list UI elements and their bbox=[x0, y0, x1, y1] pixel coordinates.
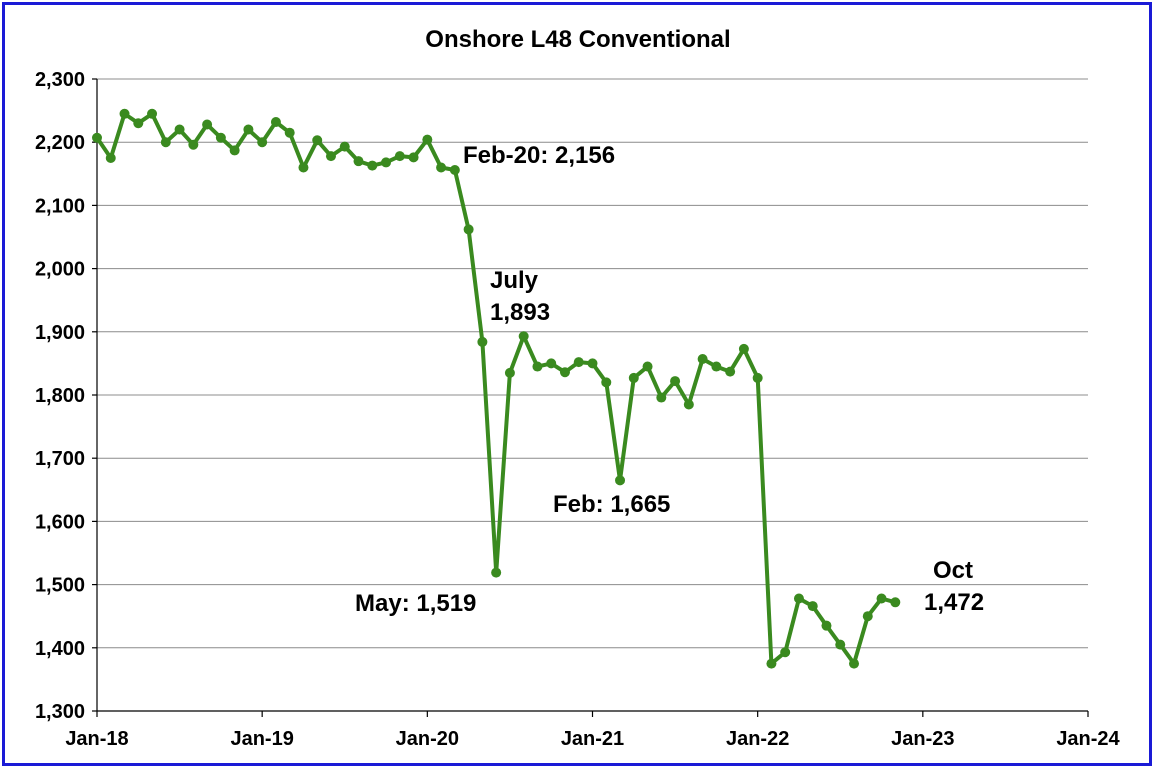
annotations: Feb-20: 2,156 July 1,893 May: 1,519 Feb:… bbox=[355, 142, 984, 617]
data-point bbox=[752, 372, 763, 383]
data-point bbox=[738, 343, 749, 354]
data-point bbox=[628, 372, 639, 383]
data-point bbox=[215, 132, 226, 143]
annotation-july-label: July bbox=[490, 267, 539, 294]
data-point bbox=[656, 392, 667, 403]
data-point bbox=[518, 331, 529, 342]
data-point bbox=[422, 134, 433, 145]
data-point bbox=[463, 224, 474, 235]
series-path bbox=[95, 111, 884, 666]
y-tick-label: 1,300 bbox=[35, 701, 85, 723]
data-point bbox=[546, 358, 557, 369]
x-tick-label: Jan-20 bbox=[396, 728, 459, 750]
data-point bbox=[670, 376, 681, 387]
annotation-july-value: 1,893 bbox=[490, 299, 550, 326]
data-point bbox=[615, 475, 626, 486]
y-tick-label: 2,000 bbox=[35, 259, 85, 281]
data-point bbox=[298, 162, 309, 173]
data-point bbox=[876, 593, 887, 604]
data-point bbox=[160, 137, 171, 148]
data-point bbox=[766, 658, 777, 669]
x-axis-tick-labels: Jan-18 Jan-19 Jan-20 Jan-21 Jan-22 Jan-23 Jan-… bbox=[65, 728, 1120, 750]
annotation-feb20: Feb-20: 2,156 bbox=[463, 142, 615, 169]
y-tick-label: 1,700 bbox=[35, 448, 85, 470]
x-tick-label: Jan-24 bbox=[1056, 728, 1120, 750]
y-tick-label: 1,500 bbox=[35, 575, 85, 597]
annotation-oct-value: 1,472 bbox=[924, 589, 984, 616]
data-point bbox=[381, 157, 392, 168]
x-tick-label: Jan-23 bbox=[891, 728, 954, 750]
x-tick-label: Jan-22 bbox=[726, 728, 789, 750]
data-point bbox=[202, 119, 213, 130]
data-point bbox=[862, 611, 873, 622]
annotation-feb: Feb: 1,665 bbox=[553, 491, 670, 518]
data-point bbox=[697, 353, 708, 364]
data-point bbox=[119, 108, 130, 119]
data-point bbox=[449, 165, 460, 176]
data-points bbox=[92, 108, 901, 669]
series-line bbox=[95, 111, 896, 666]
data-point bbox=[229, 145, 240, 156]
y-tick-label: 1,800 bbox=[35, 385, 85, 407]
x-tick-label: Jan-18 bbox=[65, 728, 128, 750]
data-point bbox=[642, 361, 653, 372]
data-point bbox=[587, 358, 598, 369]
data-point-oct bbox=[890, 597, 901, 608]
y-tick-label: 2,100 bbox=[35, 195, 85, 217]
data-point bbox=[284, 127, 295, 138]
data-point bbox=[174, 124, 185, 135]
annotation-may: May: 1,519 bbox=[355, 590, 476, 617]
y-tick-label: 2,200 bbox=[35, 132, 85, 154]
data-point bbox=[394, 151, 405, 162]
data-point bbox=[573, 357, 584, 368]
data-point bbox=[325, 151, 336, 162]
y-tick-label: 1,600 bbox=[35, 511, 85, 533]
data-point bbox=[408, 152, 419, 163]
data-point bbox=[477, 336, 488, 347]
y-tick-label: 1,400 bbox=[35, 638, 85, 660]
data-point bbox=[339, 141, 350, 152]
data-point bbox=[504, 367, 515, 378]
x-tick-label: Jan-21 bbox=[561, 728, 624, 750]
axes bbox=[92, 78, 1089, 717]
data-point bbox=[835, 639, 846, 650]
annotation-oct-label: Oct bbox=[933, 557, 973, 584]
data-point bbox=[532, 361, 543, 372]
data-point bbox=[147, 108, 158, 119]
y-tick-label: 1,900 bbox=[35, 322, 85, 344]
x-tick-label: Jan-19 bbox=[230, 728, 293, 750]
data-point bbox=[683, 399, 694, 410]
data-point bbox=[270, 116, 281, 127]
data-point bbox=[105, 153, 116, 163]
y-axis-tick-labels: 1,300 1,400 1,500 1,600 1,700 1,800 1,900 2,000… bbox=[35, 69, 85, 723]
data-point bbox=[92, 132, 102, 143]
data-point bbox=[780, 647, 791, 658]
data-point bbox=[849, 658, 860, 669]
data-point bbox=[711, 361, 722, 372]
data-point bbox=[243, 124, 254, 135]
data-point bbox=[353, 156, 364, 167]
data-point bbox=[257, 137, 268, 148]
data-point bbox=[188, 139, 199, 150]
y-tick-label: 2,300 bbox=[35, 69, 85, 91]
data-point bbox=[559, 367, 570, 378]
data-point bbox=[807, 601, 818, 612]
data-point bbox=[601, 377, 612, 388]
chart-title: Onshore L48 Conventional bbox=[425, 26, 730, 53]
data-point bbox=[821, 620, 832, 631]
data-point bbox=[725, 366, 736, 377]
data-point bbox=[312, 135, 323, 146]
data-point bbox=[367, 160, 378, 171]
data-point bbox=[793, 593, 804, 604]
data-point bbox=[491, 567, 502, 578]
data-point bbox=[133, 118, 144, 129]
data-point bbox=[436, 162, 447, 173]
